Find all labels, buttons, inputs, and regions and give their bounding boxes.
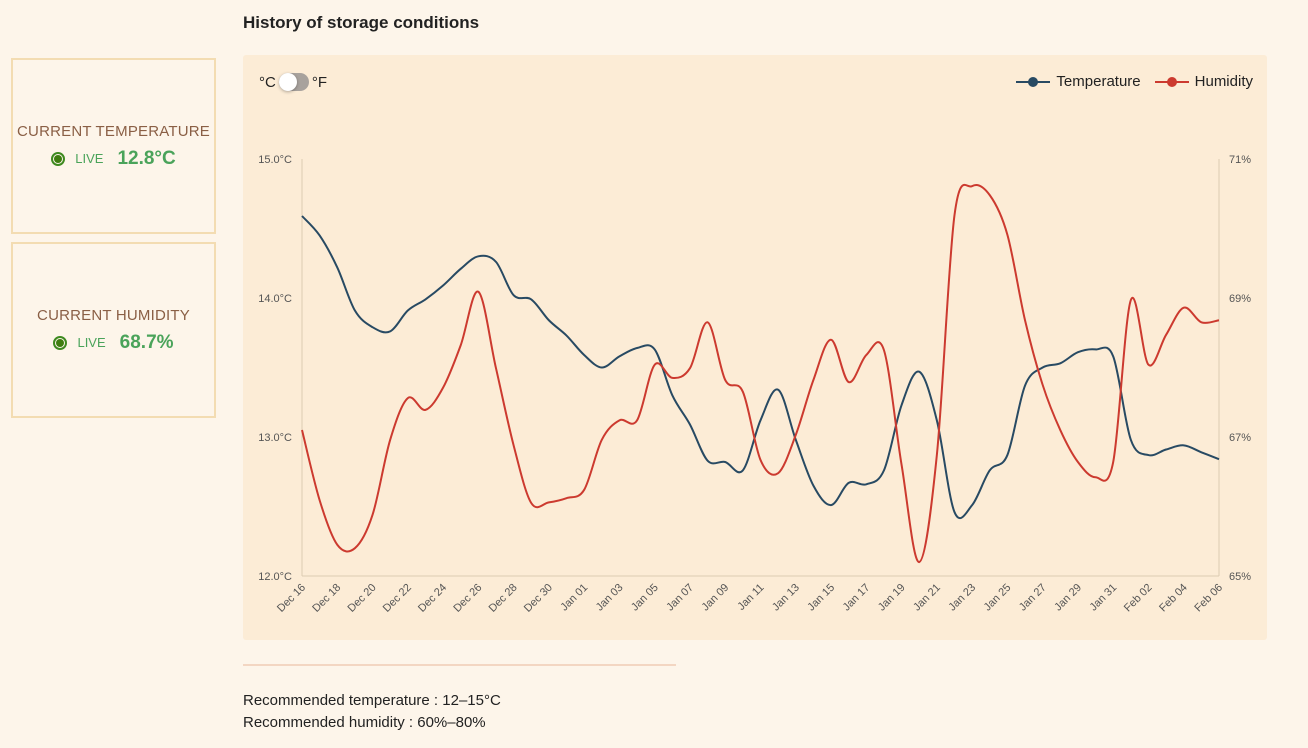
x-tick-label: Dec 30	[522, 582, 555, 615]
y-left-tick-label: 12.0°C	[258, 571, 292, 583]
legend-item-temperature[interactable]: Temperature	[1016, 73, 1141, 90]
x-tick-label: Jan 05	[629, 582, 661, 614]
y-right-tick-label: 71%	[1229, 154, 1251, 166]
section-title: History of storage conditions	[243, 13, 480, 32]
chart-panel: 12.0°C 13.0°C 14.0°C 15.0°C 65% 67% 69% 71% Dec …	[243, 55, 1267, 640]
x-tick-label: Dec 28	[487, 582, 520, 615]
current-humidity-value: 68.7%	[119, 331, 174, 353]
live-indicator-icon	[51, 151, 66, 166]
x-tick-label: Jan 31	[1087, 582, 1119, 614]
series-line-humidity	[301, 183, 1220, 564]
live-row: LIVE 68.7%	[53, 331, 174, 354]
y-right-tick-label: 65%	[1229, 571, 1251, 583]
recommended-temperature: Recommended temperature : 12–15°C	[243, 692, 501, 709]
current-temperature-value: 12.8°C	[117, 147, 176, 169]
legend-label-humidity: Humidity	[1194, 73, 1253, 90]
y-right-tick-label: 69%	[1229, 293, 1251, 305]
x-tick-label: Feb 04	[1157, 582, 1190, 615]
y-right-tick-label: 67%	[1229, 432, 1251, 444]
y-left-tick-label: 15.0°C	[258, 154, 292, 166]
x-tick-label: Jan 01	[558, 582, 590, 614]
y-left-tick-label: 13.0°C	[258, 432, 292, 444]
legend-swatch-humidity-icon	[1154, 76, 1189, 87]
x-tick-label: Jan 17	[841, 582, 873, 614]
legend-label-temperature: Temperature	[1056, 73, 1141, 90]
current-temperature-title: CURRENT TEMPERATURE	[17, 122, 210, 140]
x-tick-label: Jan 25	[982, 582, 1014, 614]
x-tick-label: Feb 02	[1122, 582, 1155, 615]
y-left-tick-label: 14.0°C	[258, 293, 292, 305]
x-tick-label: Jan 13	[770, 582, 802, 614]
x-tick-label: Dec 26	[451, 582, 484, 615]
live-label: LIVE	[75, 151, 104, 166]
x-tick-label: Dec 24	[416, 582, 449, 615]
fahrenheit-label: °F	[311, 73, 328, 91]
history-chart: 12.0°C 13.0°C 14.0°C 15.0°C 65% 67% 69% 71% Dec …	[258, 154, 1251, 615]
x-tick-label: Jan 07	[664, 582, 696, 614]
x-tick-label: Jan 03	[594, 582, 626, 614]
divider	[243, 664, 676, 666]
x-tick-label: Jan 23	[946, 582, 978, 614]
x-tick-label: Jan 19	[876, 582, 908, 614]
current-humidity-card: CURRENT HUMIDITY LIVE 68.7%	[11, 242, 216, 418]
x-tick-label: Dec 20	[346, 582, 379, 615]
x-tick-label: Jan 15	[805, 582, 837, 614]
legend-item-humidity[interactable]: Humidity	[1154, 73, 1253, 90]
x-tick-label: Jan 11	[735, 582, 766, 613]
x-tick-label: Dec 16	[275, 582, 308, 615]
live-row: LIVE 12.8°C	[51, 148, 176, 170]
unit-switch[interactable]	[278, 73, 309, 91]
x-tick-label: Jan 27	[1017, 582, 1049, 614]
legend-swatch-temperature-icon	[1016, 76, 1051, 87]
live-label: LIVE	[77, 335, 106, 350]
switch-knob	[278, 73, 297, 91]
current-temperature-card: CURRENT TEMPERATURE LIVE 12.8°C	[11, 58, 216, 234]
x-tick-label: Feb 06	[1192, 582, 1225, 615]
current-humidity-title: CURRENT HUMIDITY	[37, 306, 190, 324]
live-indicator-icon	[53, 335, 68, 350]
x-tick-label: Dec 22	[381, 582, 414, 615]
unit-toggle: °C °F	[259, 73, 327, 91]
celsius-label: °C	[259, 73, 276, 91]
x-tick-label: Jan 21	[911, 582, 943, 614]
x-tick-label: Dec 18	[310, 582, 343, 615]
chart-legend: Temperature Humidity	[1016, 73, 1253, 90]
x-tick-label: Jan 29	[1052, 582, 1084, 614]
series-line-temperature	[301, 215, 1220, 519]
recommended-humidity: Recommended humidity : 60%–80%	[243, 714, 486, 731]
x-tick-label: Jan 09	[700, 582, 732, 614]
